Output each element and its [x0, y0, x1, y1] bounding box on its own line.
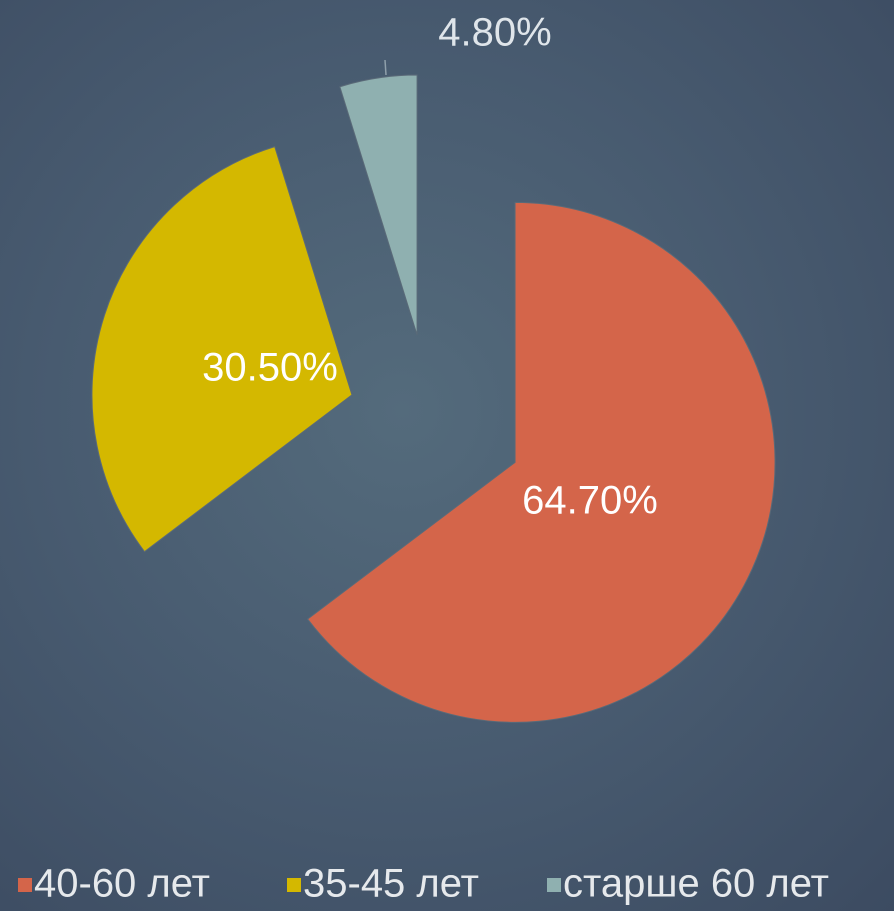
- legend-swatch: [547, 878, 561, 892]
- legend-label: 40-60 лет: [34, 862, 210, 906]
- pie-slice: [339, 74, 418, 336]
- data-label: 64.70%: [522, 479, 658, 523]
- legend-swatch: [18, 878, 32, 892]
- legend-swatch: [287, 878, 301, 892]
- legend-label: 35-45 лет: [303, 862, 479, 906]
- data-label: 4.80%: [438, 11, 551, 55]
- legend-label: старше 60 лет: [563, 862, 829, 906]
- pie-slice: [91, 146, 353, 553]
- leader-line: [384, 59, 387, 76]
- pie-slice: [306, 201, 776, 723]
- data-label: 30.50%: [202, 346, 338, 390]
